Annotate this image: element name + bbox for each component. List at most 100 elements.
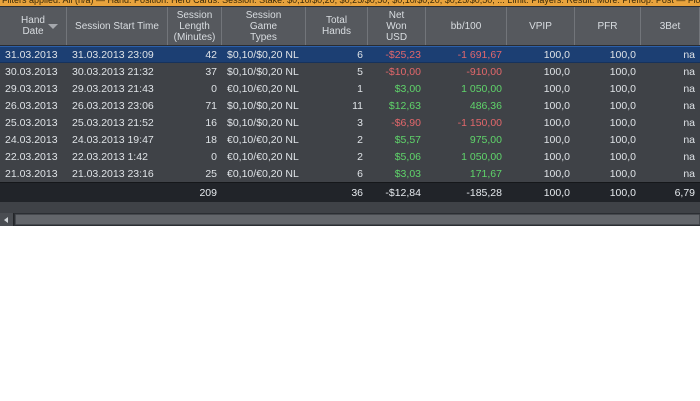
cell-session_start: 22.03.2013 1:42 <box>72 150 148 163</box>
filter-status-bar[interactable]: Filters applied: All (n/a) — Hand: Posit… <box>0 0 700 6</box>
cell-threebet: na <box>683 116 695 129</box>
total-cell-session_length: 209 <box>199 186 217 199</box>
cell-total_hands: 1 <box>357 82 363 95</box>
column-header-hand_date[interactable]: Hand Date <box>0 7 67 45</box>
cell-total_hands: 2 <box>357 150 363 163</box>
table-row[interactable]: 24.03.2013 24.03.2013 19:47 18 €0,10/€0,20 … <box>0 131 700 148</box>
cell-vpip: 100,0 <box>543 116 570 129</box>
cell-game_types: $0,10/$0,20 NL <box>227 48 299 61</box>
filter-status-text: Filters applied: All (n/a) — Hand: Posit… <box>2 0 700 5</box>
cell-game_types: €0,10/€0,20 NL <box>227 82 299 95</box>
cell-hand_date: 21.03.2013 <box>5 167 58 180</box>
cell-session_start: 31.03.2013 23:09 <box>72 48 154 61</box>
cell-total_hands: 6 <box>357 48 363 61</box>
cell-hand_date: 24.03.2013 <box>5 133 58 146</box>
table-body: 31.03.2013 31.03.2013 23:09 42 $0,10/$0,20 … <box>0 46 700 182</box>
table-row[interactable]: 30.03.2013 30.03.2013 21:32 37 $0,10/$0,20 … <box>0 63 700 80</box>
cell-total_hands: 11 <box>352 99 363 112</box>
cell-game_types: €0,10/€0,20 NL <box>227 133 299 146</box>
cell-hand_date: 29.03.2013 <box>5 82 58 95</box>
cell-pfr: 100,0 <box>609 133 636 146</box>
column-header-bb100[interactable]: bb/100 <box>426 7 507 45</box>
total-cell-pfr: 100,0 <box>609 186 636 199</box>
cell-session_length: 0 <box>211 150 217 163</box>
column-header-pfr[interactable]: PFR <box>575 7 641 45</box>
table-row[interactable]: 31.03.2013 31.03.2013 23:09 42 $0,10/$0,20 … <box>0 46 700 63</box>
cell-session_length: 71 <box>205 99 217 112</box>
cell-threebet: na <box>683 99 695 112</box>
cell-pfr: 100,0 <box>609 65 636 78</box>
cell-hand_date: 26.03.2013 <box>5 99 58 112</box>
column-header-total_hands[interactable]: Total Hands <box>306 7 368 45</box>
column-header-label: Net Won USD <box>385 9 408 43</box>
table-row[interactable]: 29.03.2013 29.03.2013 21:43 0 €0,10/€0,20 N… <box>0 80 700 97</box>
column-header-net_won[interactable]: Net Won USD <box>368 7 426 45</box>
cell-bb100: 1 050,00 <box>461 150 502 163</box>
cell-hand_date: 25.03.2013 <box>5 116 58 129</box>
column-header-threebet[interactable]: 3Bet <box>641 7 700 45</box>
cell-bb100: -1 150,00 <box>457 116 502 129</box>
cell-session_length: 18 <box>205 133 217 146</box>
cell-net_won: -$10,00 <box>385 65 421 78</box>
column-header-label: Session Length (Minutes) <box>173 9 216 43</box>
cell-hand_date: 30.03.2013 <box>5 65 58 78</box>
scrollbar-thumb[interactable] <box>15 214 700 225</box>
cell-net_won: $5,06 <box>394 150 421 163</box>
cell-hand_date: 22.03.2013 <box>5 150 58 163</box>
total-cell-bb100: -185,28 <box>466 186 502 199</box>
column-header-game_types[interactable]: Session Game Types <box>222 7 306 45</box>
sessions-table: Hand Date Session Start Time Session Lengt… <box>0 6 700 214</box>
cell-threebet: na <box>683 82 695 95</box>
cell-game_types: $0,10/$0,20 NL <box>227 99 299 112</box>
table-row[interactable]: 21.03.2013 21.03.2013 23:16 25 €0,10/€0,20 … <box>0 165 700 182</box>
table-header-row: Hand Date Session Start Time Session Lengt… <box>0 7 700 46</box>
horizontal-scrollbar[interactable] <box>0 213 700 226</box>
cell-net_won: $3,03 <box>394 167 421 180</box>
cell-pfr: 100,0 <box>609 82 636 95</box>
table-row[interactable]: 25.03.2013 25.03.2013 21:52 16 $0,10/$0,20 … <box>0 114 700 131</box>
cell-threebet: na <box>683 65 695 78</box>
column-header-label: PFR <box>597 20 618 32</box>
cell-pfr: 100,0 <box>609 167 636 180</box>
total-cell-vpip: 100,0 <box>543 186 570 199</box>
cell-bb100: 171,67 <box>469 167 502 180</box>
cell-pfr: 100,0 <box>609 150 636 163</box>
cell-total_hands: 6 <box>357 167 363 180</box>
cell-net_won: $3,00 <box>394 82 421 95</box>
cell-vpip: 100,0 <box>543 48 570 61</box>
column-header-vpip[interactable]: VPIP <box>507 7 575 45</box>
cell-vpip: 100,0 <box>543 133 570 146</box>
scroll-left-arrow-icon[interactable] <box>0 213 14 226</box>
cell-vpip: 100,0 <box>543 99 570 112</box>
cell-threebet: na <box>683 150 695 163</box>
cell-session_start: 29.03.2013 21:43 <box>72 82 154 95</box>
table-row[interactable]: 26.03.2013 26.03.2013 23:06 71 $0,10/$0,20 … <box>0 97 700 114</box>
total-cell-net_won: -$12,84 <box>385 186 421 199</box>
cell-total_hands: 2 <box>357 133 363 146</box>
cell-session_length: 16 <box>205 116 217 129</box>
column-header-session_length[interactable]: Session Length (Minutes) <box>168 7 222 45</box>
total-cell-total_hands: 36 <box>351 186 363 199</box>
cell-net_won: $12,63 <box>388 99 421 112</box>
cell-net_won: $5,57 <box>394 133 421 146</box>
table-row[interactable]: 22.03.2013 22.03.2013 1:42 0 €0,10/€0,20 NL… <box>0 148 700 165</box>
cell-bb100: 486,36 <box>469 99 502 112</box>
column-header-label: bb/100 <box>450 20 482 32</box>
column-header-label: Hand Date <box>21 15 45 37</box>
cell-pfr: 100,0 <box>609 99 636 112</box>
sort-descending-icon[interactable] <box>48 24 58 29</box>
cell-total_hands: 3 <box>357 116 363 129</box>
cell-total_hands: 5 <box>357 65 363 78</box>
cell-threebet: na <box>683 48 695 61</box>
cell-game_types: $0,10/$0,20 NL <box>227 65 299 78</box>
column-header-session_start[interactable]: Session Start Time <box>67 7 168 45</box>
cell-net_won: -$25,23 <box>385 48 421 61</box>
cell-threebet: na <box>683 167 695 180</box>
cell-net_won: -$6,90 <box>391 116 421 129</box>
cell-pfr: 100,0 <box>609 116 636 129</box>
cell-vpip: 100,0 <box>543 150 570 163</box>
cell-game_types: €0,10/€0,20 NL <box>227 167 299 180</box>
cell-session_length: 0 <box>211 82 217 95</box>
cell-game_types: €0,10/€0,20 NL <box>227 150 299 163</box>
